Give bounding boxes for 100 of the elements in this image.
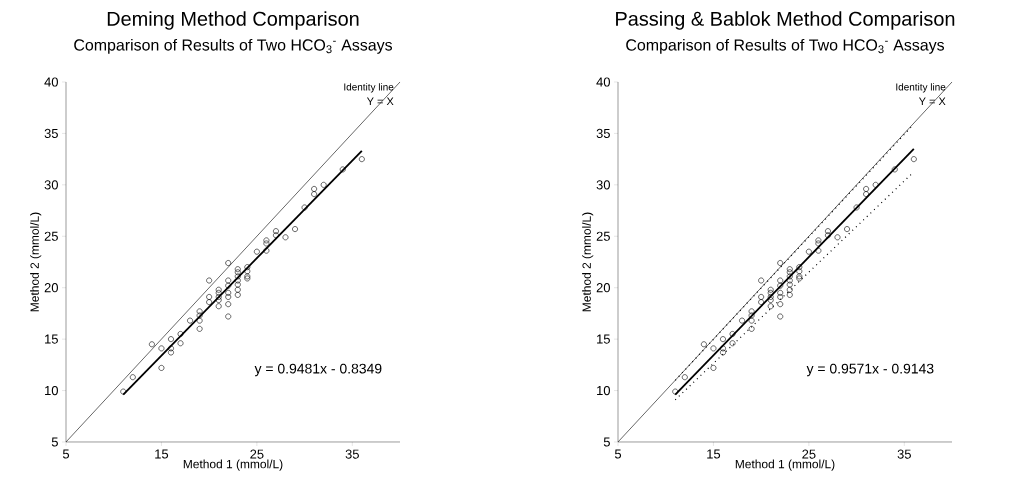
y-axis-title: Method 2 (mmol/L) [582,212,594,312]
y-tick-label: 35 [44,128,58,138]
point [215,303,222,310]
x-tick-label: 35 [345,449,359,459]
point [225,313,232,320]
y-tick-label: 15 [597,334,610,344]
annotation: Y = X [366,97,394,106]
point [720,345,726,352]
point [758,294,765,300]
point [681,374,688,381]
point [301,204,308,211]
point [196,317,203,324]
point [872,181,879,188]
point [273,228,279,235]
x-tick-label: 35 [897,449,911,459]
point [215,286,222,293]
y-tick-label: 30 [44,180,58,190]
chart-subtitle: Comparison of Results of Two HCO$_{3}$$^{-}$ Assays [626,38,945,54]
point [187,317,193,324]
point [786,286,793,293]
y-tick-label: 25 [596,231,610,241]
point [786,269,793,276]
point [273,232,279,239]
point [729,340,736,347]
annotation: Identity line [896,83,946,93]
y-tick-label: 5 [603,437,610,447]
point [805,248,812,255]
x-tick-label: 15 [155,449,169,459]
point [234,286,241,293]
point [720,349,726,356]
point [196,325,203,332]
point [739,317,745,324]
point [777,260,784,266]
point [320,181,327,188]
y-axis-title: Method 2 (mmol/L) [30,212,42,312]
y-tick-label: 35 [596,128,610,138]
point [225,282,232,289]
annotation: Identity line [344,83,394,93]
point [910,156,917,163]
point [796,268,803,275]
y-tick-label: 5 [51,437,58,447]
point [748,308,755,315]
chart-title: Passing & Bablok Method Comparison [616,11,955,30]
x-tick-label: 5 [614,449,622,459]
point [244,264,251,271]
point [710,365,717,371]
x-axis-title: Method 1 (mmol/L) [183,459,283,471]
point [786,292,793,298]
point [244,268,251,275]
point [844,226,850,232]
point [710,345,717,352]
y-tick-label: 40 [44,77,58,87]
chart-subtitle: Comparison of Results of Two HCO$_{3}$$^{-}$ Assays [74,38,393,54]
point [206,277,213,284]
y-tick-label: 25 [44,231,58,241]
point [168,336,174,343]
point [758,277,765,284]
point [834,234,841,241]
point [777,313,784,320]
point [786,281,793,288]
point [815,237,822,244]
point [863,186,870,192]
point [158,345,165,352]
y-tick-label: 20 [44,283,58,293]
chart-title: Deming Method Comparison [107,11,359,30]
point [311,186,318,192]
point [825,228,831,235]
point [786,273,793,280]
point [225,294,232,300]
point [168,345,174,352]
point [234,266,241,273]
point [292,226,298,232]
point [767,286,774,293]
y-tick-label: 10 [597,385,610,396]
point [863,191,870,197]
y-tick-label: 15 [45,334,58,344]
point [234,277,241,284]
point [729,331,736,337]
annotation: Y = X [918,97,946,106]
point [748,325,755,332]
x-tick-label: 15 [707,449,721,459]
point [196,312,203,319]
point [311,191,318,197]
point [786,277,793,284]
point [815,247,822,254]
point [701,341,707,348]
point [234,281,241,288]
point [196,308,203,315]
point [148,341,155,348]
point [177,340,184,347]
point [206,299,213,305]
point [263,247,270,254]
annotation: y = 0.9571x - 0.9143 [806,363,934,377]
point [672,388,679,395]
point [225,301,232,308]
point [777,277,784,284]
point [777,282,784,289]
point [225,260,232,266]
point [777,294,784,300]
x-tick-label: 5 [62,449,70,459]
